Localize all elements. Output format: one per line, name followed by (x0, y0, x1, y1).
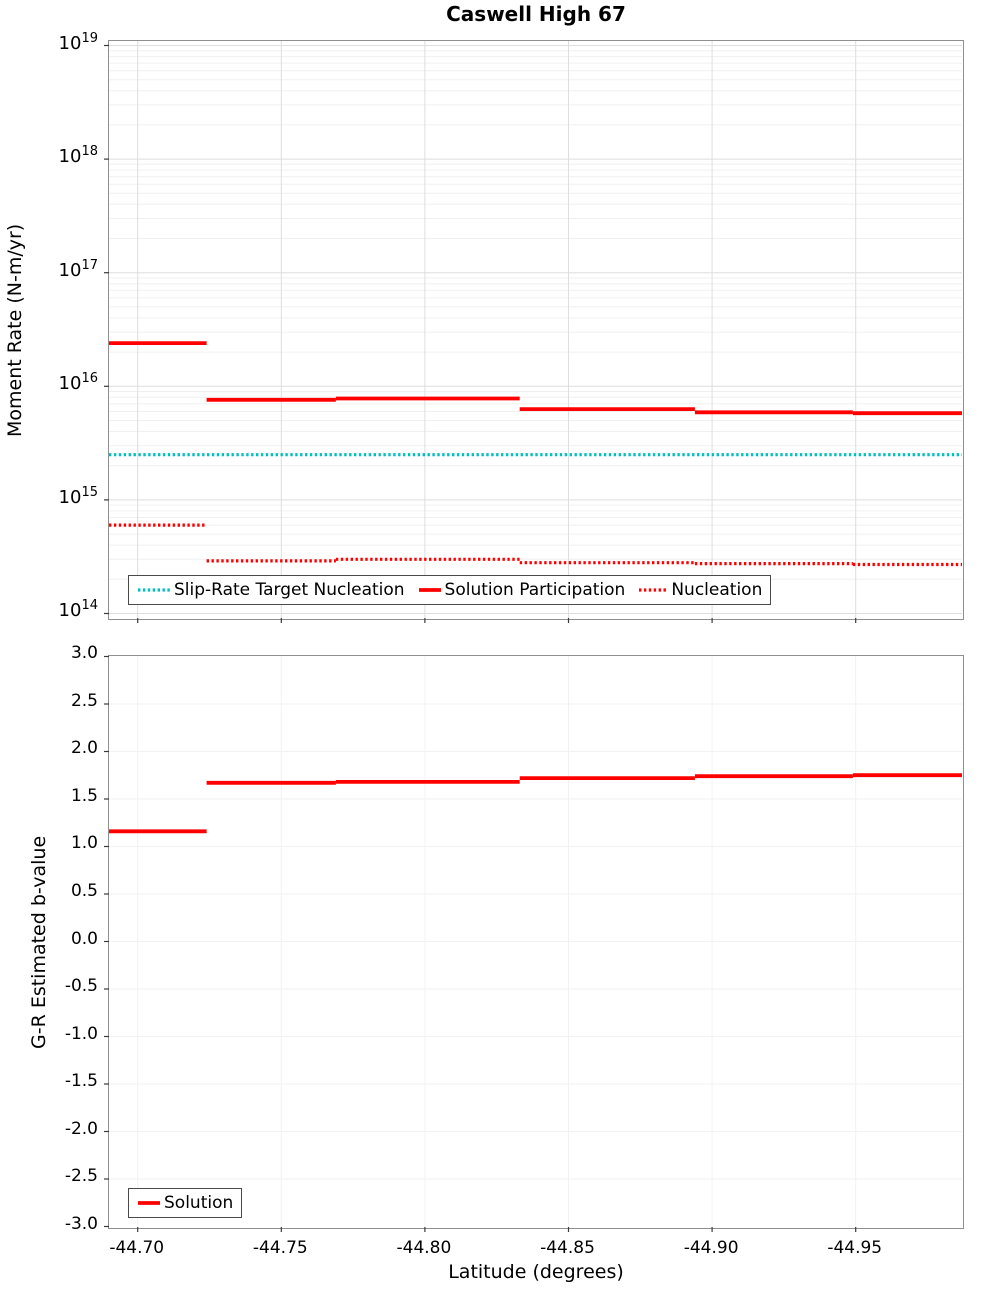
y-tick-label: 2.5 (70, 690, 98, 711)
y-tick-label: -1.0 (64, 1023, 98, 1044)
y-tick-label: -2.0 (64, 1118, 98, 1139)
bottom-plot-canvas (104, 655, 962, 1232)
y-tick-label: 1.0 (70, 833, 98, 854)
red-dotted-line-swatch (639, 588, 668, 592)
y-tick-label-1e16: 1016 (58, 371, 98, 395)
top-plot-canvas (104, 41, 962, 623)
legend-item-slip-rate-target-nucleation: Slip-Rate Target Nucleation (137, 580, 405, 600)
legend-item-solution-participation: Solution Participation (418, 580, 626, 600)
x-tick-label: -44.90 (683, 1238, 739, 1258)
red-solid-line-swatch (138, 1201, 160, 1205)
top-plot-area (104, 40, 964, 623)
cyan-dotted-line-swatch (138, 588, 170, 592)
legend-label: Solution (164, 1193, 234, 1213)
y-tick-label: 0.5 (70, 880, 98, 901)
legend-label: Nucleation (671, 580, 763, 600)
legend-label: Slip-Rate Target Nucleation (174, 580, 405, 600)
y-tick-label-1e17: 1017 (58, 257, 98, 281)
y-tick-label-1e19: 1019 (58, 30, 98, 54)
legend-item-solution: Solution (137, 1193, 233, 1213)
x-tick-label: -44.75 (252, 1238, 308, 1258)
x-tick-label: -44.95 (827, 1238, 883, 1258)
x-tick-label: -44.85 (540, 1238, 595, 1258)
y-tick-label: 1.5 (70, 785, 98, 806)
y-tick-label: 0.0 (70, 928, 98, 949)
y-tick-label-1e14: 1014 (58, 598, 98, 622)
x-tick-label: -44.70 (109, 1238, 165, 1258)
legend-item-nucleation: Nucleation (638, 580, 762, 600)
y-tick-label: -1.5 (64, 1071, 98, 1091)
top-y-axis-label: Moment Rate (N-m/yr) (4, 223, 26, 437)
y-tick-label-1e18: 1018 (58, 144, 98, 168)
bottom-legend: Solution (128, 1188, 243, 1218)
x-tick-label: -44.80 (396, 1238, 452, 1258)
y-tick-label: -0.5 (64, 976, 98, 996)
y-tick-label-1e15: 1015 (58, 484, 98, 508)
y-tick-label: -3.0 (64, 1213, 98, 1234)
top-legend: Slip-Rate Target Nucleation Solution Par… (128, 575, 772, 605)
legend-label: Solution Participation (444, 580, 626, 600)
chart-title: Caswell High 67 (446, 2, 626, 26)
x-axis-label: Latitude (degrees) (448, 1261, 624, 1283)
red-solid-line-swatch (418, 588, 441, 592)
y-tick-label: 2.0 (70, 738, 98, 759)
y-tick-label: -2.5 (64, 1166, 98, 1187)
y-tick-label: 3.0 (70, 643, 98, 664)
bottom-plot-area (104, 655, 964, 1232)
